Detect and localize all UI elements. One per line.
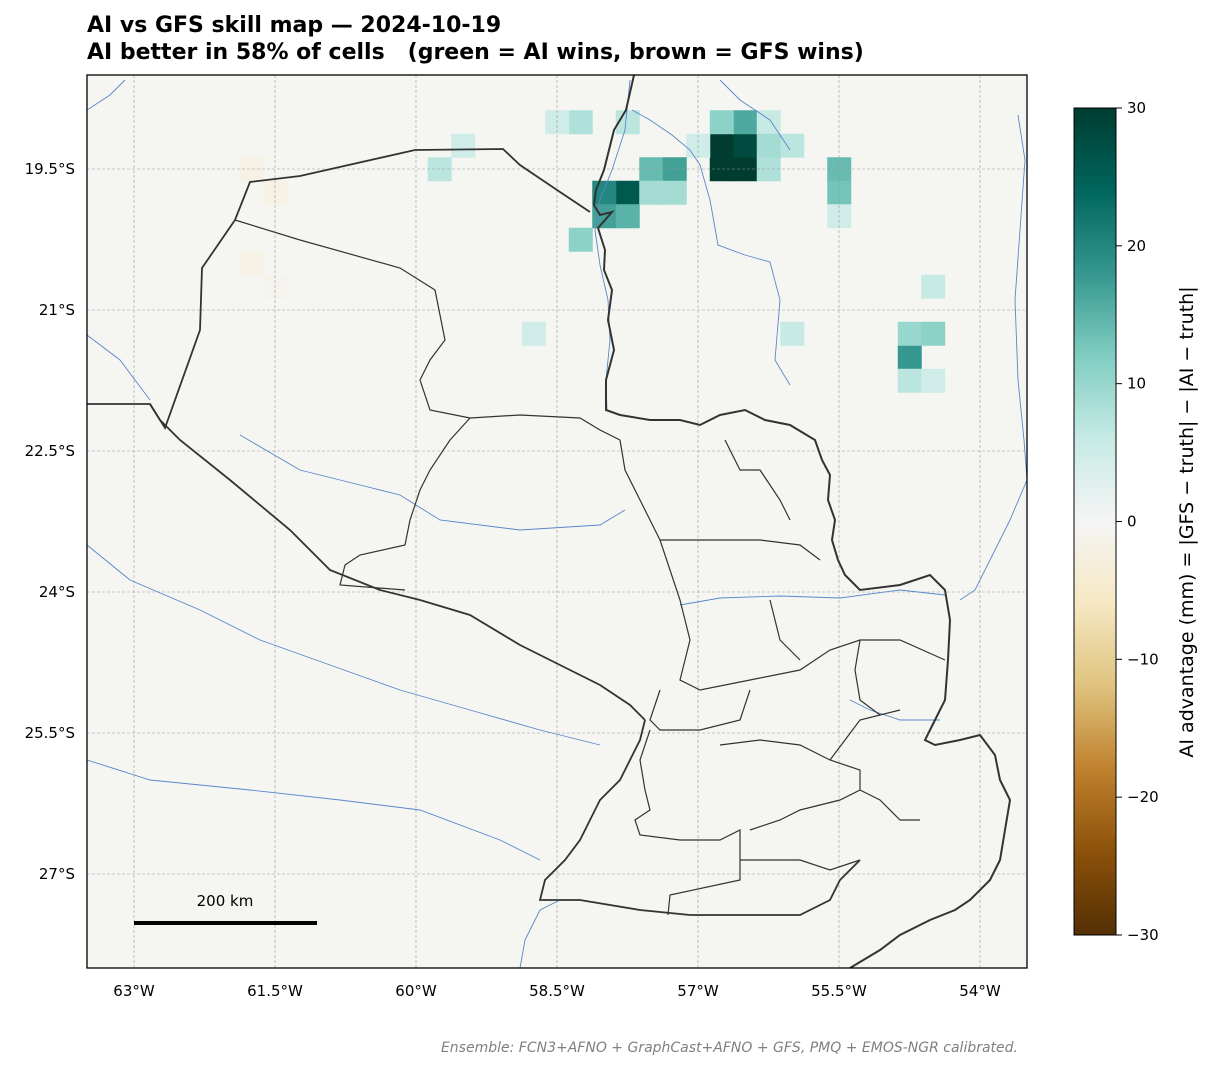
skill-cell bbox=[521, 321, 546, 346]
internal-12 bbox=[859, 789, 920, 821]
lon-tick-label: 60°W bbox=[395, 982, 437, 1000]
skill-cell bbox=[568, 227, 593, 252]
skill-cell bbox=[709, 110, 734, 135]
lat-tick-label: 24°S bbox=[39, 583, 75, 601]
lon-tick-label: 57°W bbox=[677, 982, 719, 1000]
internal-13 bbox=[740, 859, 861, 871]
river-ne bbox=[87, 79, 126, 111]
internal-3 bbox=[619, 439, 821, 561]
colorbar-tick-label: 0 bbox=[1127, 513, 1137, 531]
axis-ticks: 63°W 61.5°W 60°W 58.5°W 57°W 55.5°W 54°W 19.5°S… bbox=[25, 160, 1001, 1000]
lon-tick-label: 55.5°W bbox=[811, 982, 867, 1000]
skill-cell bbox=[239, 251, 264, 276]
colorbar-label: AI advantage (mm) = |GFS − truth| − |AI … bbox=[1176, 286, 1198, 757]
skill-cell bbox=[897, 345, 922, 370]
map-title: AI vs GFS skill map — 2024-10-19 bbox=[87, 13, 502, 38]
colorbar-tick-label: −10 bbox=[1127, 650, 1159, 668]
border-bolivia-brazil bbox=[592, 75, 1012, 968]
skill-cell bbox=[921, 274, 946, 299]
lon-tick-label: 58.5°W bbox=[529, 982, 585, 1000]
scale-bar: 200 km bbox=[134, 892, 317, 925]
river-parana bbox=[959, 114, 1027, 601]
map-subtitle: AI better in 58% of cells (green = AI wi… bbox=[87, 40, 864, 65]
river-pilcomayo bbox=[239, 434, 626, 531]
internal-11 bbox=[829, 714, 881, 761]
river-paraguay bbox=[594, 79, 631, 411]
colorbar-tick-label: 20 bbox=[1127, 237, 1146, 255]
colorbar-tick-label: 10 bbox=[1127, 375, 1146, 393]
skill-cell bbox=[662, 180, 687, 205]
scale-bar-label: 200 km bbox=[197, 892, 254, 910]
skill-cell bbox=[615, 180, 640, 205]
border-paraguay-argentina bbox=[538, 719, 861, 916]
internal-2 bbox=[339, 417, 471, 591]
lat-tick-label: 25.5°S bbox=[25, 724, 75, 742]
colorbar-ticks: 30 20 10 0 −10 −20 −30 bbox=[1116, 99, 1159, 944]
gridlines bbox=[87, 75, 1027, 968]
skill-cell bbox=[639, 180, 664, 205]
admin-borders bbox=[87, 75, 1012, 968]
colorbar: 30 20 10 0 −10 −20 −30 AI advantage (mm) = |GF… bbox=[1073, 99, 1198, 944]
skill-cell bbox=[733, 110, 758, 135]
colorbar-tick-label: 30 bbox=[1127, 99, 1146, 117]
lat-tick-label: 19.5°S bbox=[25, 160, 75, 178]
internal-6 bbox=[769, 599, 801, 661]
skill-cell bbox=[568, 110, 593, 135]
skill-cell bbox=[921, 368, 946, 393]
lat-tick-label: 27°S bbox=[39, 865, 75, 883]
skill-cell bbox=[897, 368, 922, 393]
river-paraguay-upper bbox=[631, 109, 791, 386]
internal-10 bbox=[854, 639, 901, 716]
border-argentina-bolivia bbox=[149, 403, 646, 721]
lat-tick-label: 21°S bbox=[39, 301, 75, 319]
footer-note: Ensemble: FCN3+AFNO + GraphCast+AFNO + G… bbox=[440, 1040, 1018, 1056]
internal-9 bbox=[719, 739, 861, 831]
internal-1 bbox=[234, 219, 621, 441]
river-north-2 bbox=[719, 79, 791, 151]
rivers bbox=[87, 79, 1027, 968]
skill-cell bbox=[733, 133, 758, 158]
lon-tick-label: 61.5°W bbox=[247, 982, 303, 1000]
skill-cell bbox=[921, 321, 946, 346]
skill-cell bbox=[897, 321, 922, 346]
skill-cell bbox=[780, 321, 805, 346]
skill-cell bbox=[615, 204, 640, 229]
lon-tick-label: 63°W bbox=[113, 982, 155, 1000]
river-bermejo bbox=[87, 544, 601, 746]
internal-8 bbox=[634, 729, 741, 916]
skill-cell bbox=[756, 133, 781, 158]
colorbar-ramp bbox=[1073, 107, 1117, 936]
border-bolivia-paraguay bbox=[87, 148, 591, 431]
colorbar-tick-label: −30 bbox=[1127, 926, 1159, 944]
river-salado bbox=[87, 759, 541, 861]
lat-tick-label: 22.5°S bbox=[25, 442, 75, 460]
river-north-1 bbox=[87, 334, 151, 401]
map-frame bbox=[86, 74, 1028, 969]
colorbar-tick-label: −20 bbox=[1127, 788, 1159, 806]
river-tiete bbox=[679, 589, 946, 606]
internal-5 bbox=[724, 439, 791, 521]
skill-cell bbox=[780, 133, 805, 158]
internal-4 bbox=[659, 539, 946, 691]
river-sw bbox=[519, 899, 561, 968]
lon-tick-label: 54°W bbox=[959, 982, 1001, 1000]
river-parana-lower bbox=[849, 699, 940, 721]
skill-cell bbox=[451, 133, 476, 158]
internal-7 bbox=[649, 689, 751, 731]
skill-cell bbox=[709, 133, 734, 158]
